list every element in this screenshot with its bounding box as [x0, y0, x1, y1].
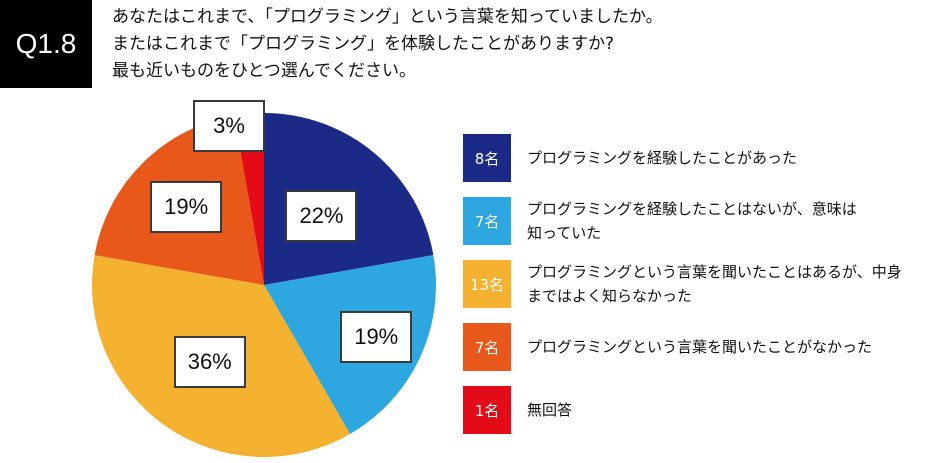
slice-percent-label: 19%: [150, 181, 223, 234]
legend-label-line: プログラミングという言葉を聞いたことはあるが、中身: [527, 263, 902, 281]
legend-item: 13名 プログラミングという言葉を聞いたことはあるが、中身 まではよく知らなかった: [463, 260, 933, 314]
legend-label: プログラミングを経験したことはないが、意味は 知っていた: [527, 197, 927, 245]
slice-percent-label: 19%: [340, 311, 413, 364]
legend-label: プログラミングを経験したことがあった: [527, 134, 927, 182]
legend-label-line: 知っていた: [527, 224, 602, 242]
legend-label-line: プログラミングを経験したことはないが、意味は: [527, 200, 857, 218]
legend-count-swatch: 7名: [463, 323, 511, 371]
question-number-badge: Q1.8: [0, 0, 92, 88]
question-line: 最も近いものをひとつ選んでください。: [112, 61, 416, 81]
legend-count-swatch: 13名: [463, 260, 511, 308]
legend-label-line: プログラミングという言葉を聞いたことがなかった: [527, 338, 873, 356]
legend-label: プログラミングという言葉を聞いたことはあるが、中身 まではよく知らなかった: [527, 260, 927, 308]
legend-label: 無回答: [527, 386, 927, 434]
legend-item: 7名 プログラミングという言葉を聞いたことがなかった: [463, 323, 933, 377]
legend-label: プログラミングという言葉を聞いたことがなかった: [527, 323, 927, 371]
legend-label-line: プログラミングを経験したことがあった: [527, 149, 798, 167]
legend-item: 1名 無回答: [463, 386, 933, 440]
slice-percent-label: 3%: [193, 100, 265, 152]
legend-item: 8名 プログラミングを経験したことがあった: [463, 134, 933, 188]
question-line: あなたはこれまで、「プログラミング」という言葉を知っていましたか。: [112, 7, 663, 27]
legend-count-swatch: 8名: [463, 134, 511, 182]
question-text: あなたはこれまで、「プログラミング」という言葉を知っていましたか。 またはこれま…: [112, 4, 932, 85]
legend-item: 7名 プログラミングを経験したことはないが、意味は 知っていた: [463, 197, 933, 251]
slice-percent-label: 36%: [173, 336, 246, 389]
legend-label-line: まではよく知らなかった: [527, 287, 693, 305]
legend-count-swatch: 1名: [463, 386, 511, 434]
pie-slice: [234, 113, 264, 285]
legend-label-line: 無回答: [527, 401, 573, 419]
question-line: またはこれまで「プログラミング」を体験したことがありますか?: [112, 34, 615, 54]
slice-percent-label: 22%: [285, 190, 358, 243]
legend-count-swatch: 7名: [463, 197, 511, 245]
